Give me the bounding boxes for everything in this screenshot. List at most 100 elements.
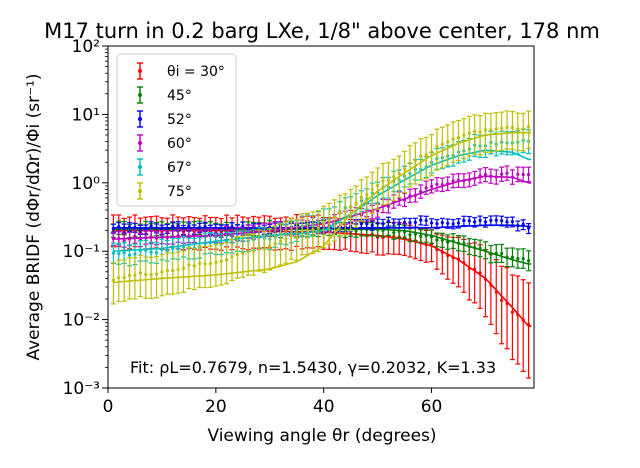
data-point <box>198 225 202 230</box>
data-point <box>516 256 520 261</box>
data-point <box>473 220 477 224</box>
data-point <box>208 262 213 266</box>
data-point <box>386 219 391 223</box>
data-point <box>122 275 126 280</box>
legend-label: 52° <box>167 112 192 128</box>
x-axis-label: Viewing angle θr (degrees) <box>207 426 436 446</box>
data-point <box>354 201 358 206</box>
data-point <box>521 127 525 131</box>
plot-area <box>110 110 532 379</box>
data-point <box>446 253 450 258</box>
data-point <box>133 252 137 256</box>
data-point <box>192 234 196 238</box>
data-point <box>510 219 515 224</box>
data-point <box>446 140 450 144</box>
data-point <box>354 228 358 233</box>
data-point <box>500 298 504 302</box>
y-tick-label: 10⁻³ <box>63 379 100 399</box>
data-point <box>322 222 326 226</box>
data-point <box>376 228 380 232</box>
data-point <box>198 261 202 266</box>
data-point <box>500 126 504 130</box>
data-point <box>527 259 531 263</box>
data-point <box>392 175 396 179</box>
data-point <box>241 251 245 256</box>
y-tick-label: 10⁰ <box>72 174 101 194</box>
data-point <box>473 176 477 181</box>
data-point <box>343 209 347 214</box>
data-point <box>505 255 509 260</box>
y-tick-label: 10⁻² <box>63 311 100 331</box>
data-point <box>516 172 520 176</box>
data-point <box>500 251 504 256</box>
data-point <box>446 240 450 244</box>
x-tick-label: 60 <box>421 397 443 417</box>
data-point <box>392 221 396 225</box>
data-point <box>456 221 461 225</box>
data-point <box>413 232 417 236</box>
data-point <box>413 220 417 225</box>
data-point <box>176 247 180 251</box>
data-point <box>165 235 169 240</box>
data-point <box>160 270 164 274</box>
data-point <box>402 230 407 234</box>
data-point <box>483 128 488 132</box>
data-point <box>246 249 250 254</box>
legend-label: 60° <box>167 136 192 152</box>
data-point <box>435 222 439 226</box>
data-point <box>127 237 132 241</box>
data-point <box>489 283 493 287</box>
data-point <box>424 186 428 190</box>
data-point <box>144 235 148 240</box>
y-tick-label: 10¹ <box>72 105 100 125</box>
data-point <box>349 205 353 209</box>
data-point <box>489 218 493 223</box>
data-point <box>429 184 434 188</box>
data-point <box>332 215 337 219</box>
legend-label: 45° <box>167 88 192 104</box>
data-point <box>462 133 466 138</box>
data-point <box>397 171 401 176</box>
data-point <box>138 271 142 275</box>
data-point <box>451 137 455 141</box>
data-point <box>494 218 498 222</box>
data-point <box>397 221 401 225</box>
data-point <box>478 246 482 250</box>
data-point <box>467 178 471 182</box>
data-point <box>435 144 439 149</box>
data-point <box>392 231 396 235</box>
data-point <box>462 218 466 223</box>
data-point <box>365 222 369 226</box>
data-point <box>144 227 148 231</box>
data-point <box>289 233 293 238</box>
data-point <box>521 222 525 226</box>
data-point <box>376 221 380 225</box>
data-point <box>133 225 137 230</box>
data-point <box>376 208 380 213</box>
data-point <box>117 236 121 240</box>
data-point <box>478 218 482 223</box>
data-point <box>451 239 455 243</box>
fit-annotation: Fit: ρL=0.7679, n=1.5430, γ=0.2032, K=1.… <box>130 358 496 377</box>
data-point <box>187 224 191 228</box>
chart-title: M17 turn in 0.2 barg LXe, 1/8" above cen… <box>44 19 600 43</box>
data-point <box>489 128 493 132</box>
data-point <box>149 224 153 228</box>
data-point <box>440 220 444 225</box>
data-point <box>381 221 385 226</box>
data-point <box>327 219 331 223</box>
data-point <box>435 238 439 242</box>
data-point <box>187 234 191 238</box>
data-point <box>338 211 342 215</box>
data-point <box>451 255 455 260</box>
data-point <box>419 154 423 158</box>
data-point <box>171 268 175 273</box>
data-point <box>203 241 207 245</box>
fit-curve <box>113 229 532 327</box>
legend-marker-dot <box>138 165 142 169</box>
data-point <box>133 273 137 277</box>
data-point <box>505 220 509 224</box>
data-point <box>413 193 417 197</box>
x-axis: 0 20 40 60 <box>103 388 443 417</box>
data-point <box>467 219 471 223</box>
